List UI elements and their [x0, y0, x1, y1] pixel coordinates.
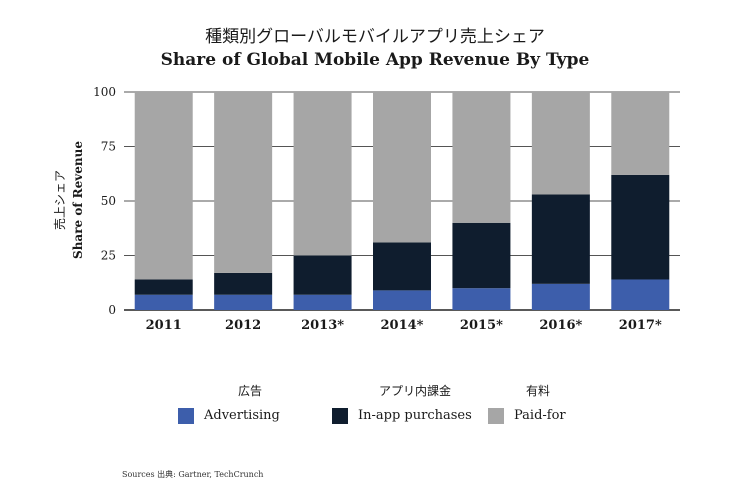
x-tick-label: 2011 — [146, 318, 182, 333]
y-tick-label: 75 — [101, 140, 116, 154]
bar-in-app-purchases-2015 — [452, 222, 511, 289]
y-axis-label-japanese: 売上シェア — [52, 170, 67, 230]
y-tick-label: 25 — [101, 249, 116, 263]
x-tick-label: 2014* — [381, 318, 424, 333]
bar-advertising-2016 — [531, 283, 590, 310]
bar-paid-for-2012 — [214, 92, 273, 273]
y-axis-label: Share of Revenue — [71, 141, 85, 259]
legend-label: In-app purchases — [358, 408, 472, 423]
legend-label: Paid-for — [514, 408, 566, 423]
bar-advertising-2011 — [134, 294, 193, 310]
y-tick-label: 100 — [93, 85, 116, 99]
bar-advertising-2012 — [214, 294, 273, 310]
bar-in-app-purchases-2013 — [293, 255, 352, 295]
x-tick-label: 2017* — [619, 318, 662, 333]
x-tick-label: 2012 — [225, 318, 261, 333]
source-note: Sources 出典: Gartner, TechCrunch — [122, 470, 264, 479]
chart-title-japanese: 種類別グローバルモバイルアプリ売上シェア — [205, 27, 545, 47]
axis-ticks: 0 25 50 75 100 2011 2012 2013* 2014* 2015* 2016* 20… — [93, 85, 662, 333]
y-tick-label: 50 — [101, 194, 116, 208]
bar-paid-for-2016 — [531, 92, 590, 195]
bar-in-app-purchases-2016 — [531, 194, 590, 284]
y-tick-label: 0 — [108, 303, 116, 317]
bar-in-app-purchases-2017 — [611, 174, 670, 280]
bar-in-app-purchases-2011 — [134, 279, 193, 295]
bar-paid-for-2014 — [373, 92, 431, 243]
stacked-bar-chart: 0 25 50 75 100 2011 2012 2013* 2014* 2015* 2016* 20… — [52, 85, 680, 333]
legend-swatch-advertising — [178, 408, 194, 424]
bar-advertising-2014 — [373, 290, 431, 310]
x-tick-label: 2013* — [301, 318, 344, 333]
bar-advertising-2015 — [452, 288, 511, 310]
legend-label-japanese: アプリ内課金 — [378, 384, 451, 398]
bar-advertising-2017 — [611, 279, 670, 310]
legend-label-japanese: 広告 — [237, 384, 262, 398]
legend-swatch-paid-for — [488, 408, 504, 424]
bar-paid-for-2015 — [452, 92, 511, 223]
chart-title-english: Share of Global Mobile App Revenue By Ty… — [160, 50, 590, 70]
legend-swatch-in-app-purchases — [332, 408, 348, 424]
bar-paid-for-2013 — [293, 92, 352, 256]
bar-advertising-2013 — [293, 294, 352, 310]
legend-label-japanese: 有料 — [525, 384, 550, 398]
bar-in-app-purchases-2014 — [373, 242, 431, 291]
legend-label: Advertising — [204, 408, 280, 423]
bar-paid-for-2011 — [134, 92, 193, 280]
bars — [134, 92, 670, 310]
x-tick-label: 2016* — [539, 318, 582, 333]
bar-in-app-purchases-2012 — [214, 272, 273, 295]
bar-paid-for-2017 — [611, 92, 670, 175]
x-tick-label: 2015* — [460, 318, 503, 333]
